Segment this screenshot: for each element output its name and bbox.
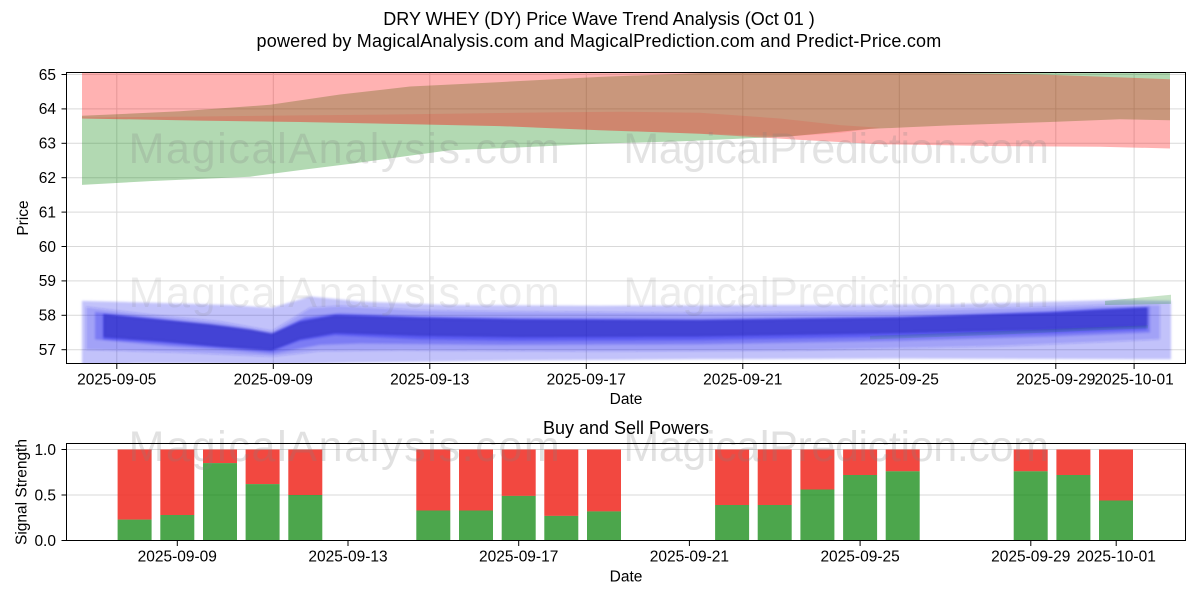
svg-text:Date: Date <box>610 391 643 408</box>
svg-text:2025-09-29: 2025-09-29 <box>991 549 1070 566</box>
svg-text:2025-09-09: 2025-09-09 <box>138 549 217 566</box>
svg-text:2025-09-21: 2025-09-21 <box>650 549 729 566</box>
svg-text:60: 60 <box>39 239 57 256</box>
svg-text:2025-10-01: 2025-10-01 <box>1077 549 1156 566</box>
svg-text:Date: Date <box>610 569 643 586</box>
svg-text:DRY WHEY (DY) Price Wave Trend: DRY WHEY (DY) Price Wave Trend Analysis … <box>383 9 814 29</box>
svg-text:64: 64 <box>39 101 57 118</box>
svg-text:2025-09-25: 2025-09-25 <box>860 372 939 389</box>
svg-text:61: 61 <box>39 204 56 221</box>
svg-text:MagicalPrediction.com: MagicalPrediction.com <box>623 125 1048 173</box>
svg-text:58: 58 <box>39 308 56 325</box>
svg-text:57: 57 <box>39 342 56 359</box>
svg-text:powered by MagicalAnalysis.com: powered by MagicalAnalysis.com and Magic… <box>257 31 942 51</box>
svg-text:59: 59 <box>39 273 56 290</box>
svg-text:2025-09-13: 2025-09-13 <box>390 372 469 389</box>
svg-text:Price: Price <box>15 200 32 235</box>
svg-text:62: 62 <box>39 170 56 187</box>
svg-text:0.0: 0.0 <box>34 533 56 550</box>
svg-text:MagicalPrediction.com: MagicalPrediction.com <box>623 423 1048 471</box>
svg-text:0.5: 0.5 <box>34 487 56 504</box>
svg-text:2025-09-05: 2025-09-05 <box>77 372 156 389</box>
svg-text:MagicalPrediction.com: MagicalPrediction.com <box>623 269 1048 317</box>
svg-text:65: 65 <box>39 67 56 84</box>
svg-text:2025-09-17: 2025-09-17 <box>479 549 558 566</box>
svg-text:2025-10-01: 2025-10-01 <box>1094 372 1173 389</box>
svg-text:2025-09-13: 2025-09-13 <box>308 549 387 566</box>
svg-text:2025-09-29: 2025-09-29 <box>1016 372 1095 389</box>
svg-text:Signal Strength: Signal Strength <box>14 439 31 545</box>
svg-text:2025-09-25: 2025-09-25 <box>820 549 899 566</box>
svg-text:MagicalAnalysis.com: MagicalAnalysis.com <box>129 423 562 471</box>
svg-text:63: 63 <box>39 136 56 153</box>
svg-text:1.0: 1.0 <box>34 442 56 459</box>
svg-text:2025-09-17: 2025-09-17 <box>547 372 626 389</box>
svg-text:2025-09-21: 2025-09-21 <box>703 372 782 389</box>
svg-text:Buy and Sell Powers: Buy and Sell Powers <box>543 418 709 438</box>
svg-text:MagicalAnalysis.com: MagicalAnalysis.com <box>129 269 562 317</box>
svg-text:MagicalAnalysis.com: MagicalAnalysis.com <box>129 125 562 173</box>
svg-text:2025-09-09: 2025-09-09 <box>234 372 313 389</box>
